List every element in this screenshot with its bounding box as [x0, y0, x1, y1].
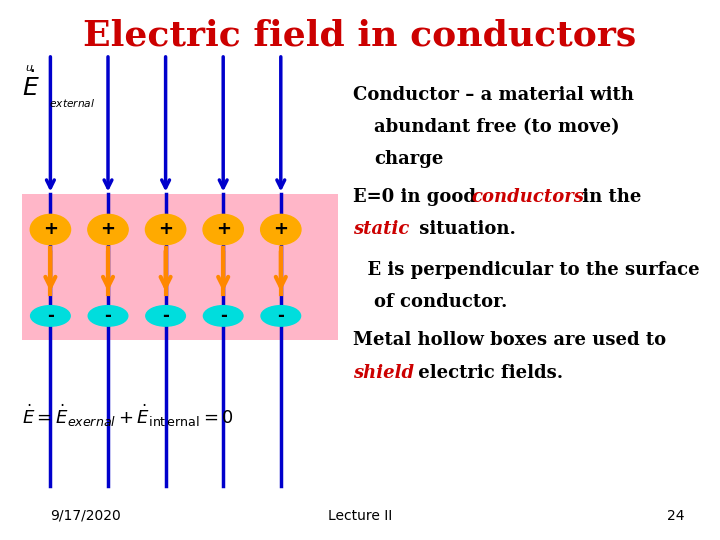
Text: static: static	[353, 220, 409, 239]
Text: 24: 24	[667, 509, 684, 523]
Ellipse shape	[203, 306, 243, 326]
Ellipse shape	[261, 306, 301, 326]
Ellipse shape	[31, 306, 71, 326]
Text: -: -	[104, 307, 112, 325]
Text: -: -	[220, 307, 227, 325]
Text: E is perpendicular to the surface: E is perpendicular to the surface	[353, 261, 699, 279]
Text: Metal hollow boxes are used to: Metal hollow boxes are used to	[353, 331, 666, 349]
Text: +: +	[216, 220, 230, 239]
Text: $\dot{E}$: $\dot{E}$	[22, 71, 40, 102]
Text: abundant free (to move): abundant free (to move)	[374, 118, 620, 136]
Text: Lecture II: Lecture II	[328, 509, 392, 523]
Text: $_{external}$: $_{external}$	[49, 96, 95, 110]
Circle shape	[203, 214, 243, 245]
Text: electric fields.: electric fields.	[412, 363, 563, 382]
Ellipse shape	[145, 306, 186, 326]
Circle shape	[145, 214, 186, 245]
Text: +: +	[274, 220, 288, 239]
Text: in the: in the	[576, 188, 642, 206]
Text: shield: shield	[353, 363, 414, 382]
Text: u: u	[25, 63, 32, 73]
Text: of conductor.: of conductor.	[374, 293, 508, 312]
Text: +: +	[43, 220, 58, 239]
Text: 9/17/2020: 9/17/2020	[50, 509, 121, 523]
Circle shape	[88, 214, 128, 245]
Text: situation.: situation.	[413, 220, 516, 239]
Text: E=0 in good: E=0 in good	[353, 188, 482, 206]
Circle shape	[261, 214, 301, 245]
Bar	[22, 194, 338, 340]
Text: -: -	[277, 307, 284, 325]
Text: +: +	[158, 220, 173, 239]
Circle shape	[30, 214, 71, 245]
Ellipse shape	[89, 306, 128, 326]
Text: -: -	[47, 307, 54, 325]
Text: conductors: conductors	[472, 188, 585, 206]
Text: +: +	[101, 220, 115, 239]
Text: -: -	[162, 307, 169, 325]
Text: Conductor – a material with: Conductor – a material with	[353, 85, 634, 104]
Text: Electric field in conductors: Electric field in conductors	[84, 18, 636, 52]
Text: $\dot{E}=\dot{E}_{exernal}+\dot{E}_{\rm int\,ernal}=0$: $\dot{E}=\dot{E}_{exernal}+\dot{E}_{\rm …	[22, 403, 233, 429]
Text: charge: charge	[374, 150, 444, 168]
